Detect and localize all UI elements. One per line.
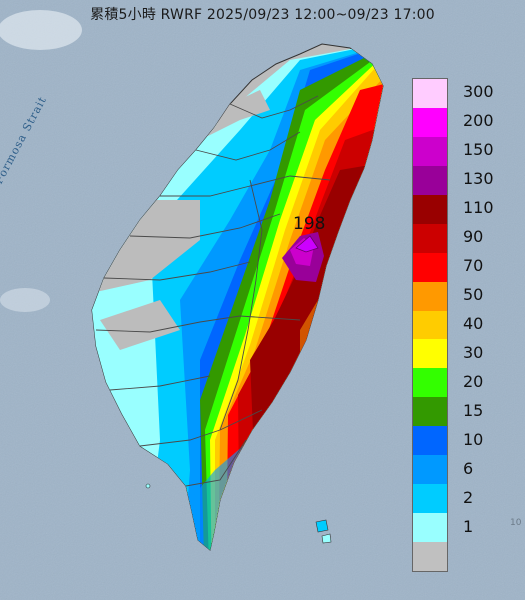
orchid-island bbox=[321, 533, 332, 544]
legend-swatch bbox=[413, 339, 447, 369]
cloud-patch bbox=[0, 288, 50, 312]
map-title: 累積5小時 RWRF 2025/09/23 12:00~09/23 17:00 bbox=[90, 7, 435, 23]
legend-label: 70 bbox=[463, 256, 484, 276]
legend-swatch bbox=[413, 368, 447, 398]
edge-mark: 10 bbox=[510, 518, 522, 528]
legend-label: 90 bbox=[463, 227, 484, 247]
legend-label: 20 bbox=[463, 371, 484, 391]
legend-swatch bbox=[413, 165, 447, 195]
legend-swatch bbox=[413, 484, 447, 514]
legend-swatch bbox=[413, 310, 447, 340]
peak-value-label: 198 bbox=[293, 214, 326, 234]
legend-label: 300 bbox=[463, 82, 494, 102]
legend-label: 10 bbox=[463, 429, 484, 449]
legend-color-bar bbox=[412, 78, 448, 572]
legend-label: 50 bbox=[463, 285, 484, 305]
legend-swatch bbox=[413, 513, 447, 542]
legend-label: 130 bbox=[463, 169, 494, 189]
legend-label: 200 bbox=[463, 111, 494, 131]
legend-label: 6 bbox=[463, 458, 474, 478]
legend-swatch bbox=[413, 223, 447, 253]
legend-swatch bbox=[413, 107, 447, 137]
legend-label: 110 bbox=[463, 198, 494, 218]
legend-swatch bbox=[413, 455, 447, 485]
legend-label: 40 bbox=[463, 314, 484, 333]
legend-label: 1 bbox=[463, 516, 474, 536]
legend-swatch bbox=[413, 79, 447, 108]
legend-label: 30 bbox=[463, 342, 484, 362]
legend-label: 150 bbox=[463, 140, 494, 160]
peak-marker bbox=[295, 235, 319, 253]
cloud-patch bbox=[0, 10, 82, 50]
green-island bbox=[315, 519, 329, 533]
legend-swatch bbox=[413, 136, 447, 166]
legend-swatch bbox=[413, 281, 447, 311]
legend-swatch bbox=[413, 397, 447, 427]
island-dot bbox=[145, 483, 151, 489]
legend-swatch bbox=[413, 426, 447, 456]
legend-label: 15 bbox=[463, 400, 484, 420]
county-borders bbox=[95, 95, 331, 487]
legend-swatch bbox=[413, 194, 447, 224]
legend-swatch bbox=[413, 542, 447, 571]
legend-label: 2 bbox=[463, 487, 474, 507]
legend-swatch bbox=[413, 252, 447, 282]
